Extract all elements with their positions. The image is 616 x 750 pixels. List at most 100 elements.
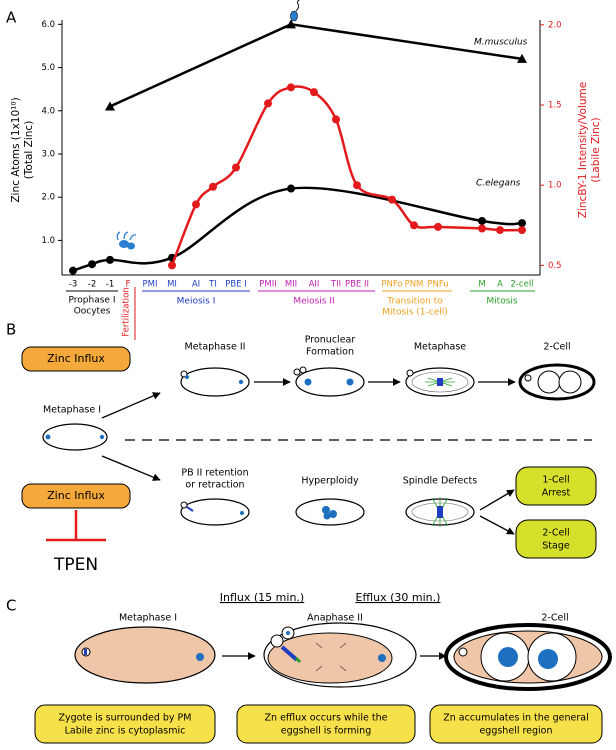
egg xyxy=(295,498,365,526)
outcome-text: Arrest xyxy=(542,488,571,499)
egg xyxy=(444,623,612,691)
panel-label: A xyxy=(6,9,17,27)
marker xyxy=(168,261,176,270)
egg xyxy=(518,363,596,401)
outcome-box xyxy=(515,466,597,506)
marker xyxy=(105,101,115,111)
x-tick-label: TI xyxy=(208,280,217,290)
influx-box xyxy=(21,346,131,372)
stage-label: Metaphase II xyxy=(185,342,246,353)
x-tick-label: -2 xyxy=(88,280,96,290)
marker xyxy=(388,195,396,204)
y2-tick-label: 1.5 xyxy=(548,101,562,111)
group-label: Transition to xyxy=(386,297,443,307)
egg xyxy=(293,366,365,397)
y2-axis-title: ZincBY-1 Intensity/Volume xyxy=(577,82,589,218)
marker xyxy=(353,181,361,190)
y-tick-label: 2.0 xyxy=(41,193,55,203)
y-tick-label: 4.0 xyxy=(41,106,55,116)
group-label: Mitosis (1-cell) xyxy=(382,308,448,318)
x-tick-label: PMI xyxy=(143,280,158,290)
x-tick-label: TII xyxy=(330,280,341,290)
marker xyxy=(410,221,418,230)
sperm-icon xyxy=(290,0,300,22)
note-box xyxy=(236,704,416,744)
y-tick-label: 1.0 xyxy=(41,236,55,246)
note-text: eggshell region xyxy=(479,726,552,737)
stage-label: Metaphase I xyxy=(119,613,177,624)
influx-text: Zinc Influx xyxy=(47,489,105,502)
arrow xyxy=(479,515,515,535)
phase-label: Influx (15 min.) xyxy=(220,591,304,604)
outcome-text: Stage xyxy=(542,541,570,552)
group-label: Oocytes xyxy=(74,307,111,317)
egg xyxy=(263,622,417,688)
panel-label: B xyxy=(6,321,16,339)
y-tick-label: 5.0 xyxy=(41,63,55,73)
series-line xyxy=(170,85,523,266)
x-tick-label: MII xyxy=(285,280,297,290)
arrow xyxy=(479,489,515,511)
series-name: M.musculus xyxy=(474,38,528,48)
arrow xyxy=(101,392,161,419)
egg xyxy=(74,626,216,684)
marker xyxy=(286,19,296,29)
outcome-text: 1-Cell xyxy=(542,475,569,486)
influx-box xyxy=(21,483,131,509)
stage-label: Metaphase I xyxy=(43,405,101,416)
note-text: Labile zinc is cytoplasmic xyxy=(65,726,186,737)
panel-label: C xyxy=(6,597,16,615)
stage-label: or retraction xyxy=(185,480,244,491)
y-tick-label: 3.0 xyxy=(41,149,55,159)
x-tick-label: 2-cell xyxy=(510,280,533,290)
marker xyxy=(518,226,526,235)
y-axis-title: Zinc Atoms (1x10¹⁰) xyxy=(10,97,22,202)
stage-label: Pronuclear xyxy=(305,335,356,346)
marker xyxy=(434,222,442,231)
note-box xyxy=(34,704,216,744)
marker xyxy=(287,83,295,92)
sperm-icon xyxy=(116,231,137,250)
group-label: Fertilization xyxy=(122,287,132,337)
x-tick-label: PMII xyxy=(259,280,276,290)
group-label: Mitosis xyxy=(486,297,517,307)
stage-label: Formation xyxy=(306,347,354,358)
x-tick-label: PNM xyxy=(405,280,424,290)
marker xyxy=(192,200,200,209)
note-text: eggshell is forming xyxy=(281,726,371,737)
note-box xyxy=(429,704,603,744)
egg xyxy=(405,497,475,527)
marker xyxy=(88,260,96,269)
x-tick-label: PBE II xyxy=(345,280,369,290)
marker xyxy=(496,226,504,235)
egg xyxy=(180,367,250,397)
egg xyxy=(405,367,475,397)
marker xyxy=(106,255,114,264)
inhibitor: TPEN xyxy=(53,555,98,575)
marker xyxy=(478,216,486,225)
x-tick-label: PNFu xyxy=(427,280,448,290)
stage-label: Metaphase xyxy=(414,342,466,353)
phase-label: Efflux (30 min.) xyxy=(356,591,441,604)
stage-label: Anaphase II xyxy=(307,613,363,624)
outcome-text: 2-Cell xyxy=(542,528,569,539)
y2-axis-title: (Labile Zinc) xyxy=(590,117,602,182)
x-tick-label: M xyxy=(478,280,485,290)
y2-tick-label: 1.0 xyxy=(548,181,562,191)
x-tick-label: MI xyxy=(167,280,177,290)
stage-label: 2-Cell xyxy=(543,342,570,353)
series-line xyxy=(72,186,523,272)
marker xyxy=(310,88,318,97)
note-text: Zn efflux occurs while the xyxy=(265,713,388,724)
x-tick-label: PNFo xyxy=(381,280,402,290)
marker xyxy=(69,266,77,275)
note-text: Zygote is surrounded by PM xyxy=(59,713,192,724)
chart: 1.0 2.0 3.0 4.0 5.0 6.0 0.5 1.0 1.5 2.0 Zinc Atoms… xyxy=(10,19,602,340)
marker xyxy=(264,99,272,108)
marker xyxy=(478,224,486,233)
marker xyxy=(518,219,526,228)
egg xyxy=(180,498,250,526)
inhibition-bar xyxy=(46,510,106,542)
